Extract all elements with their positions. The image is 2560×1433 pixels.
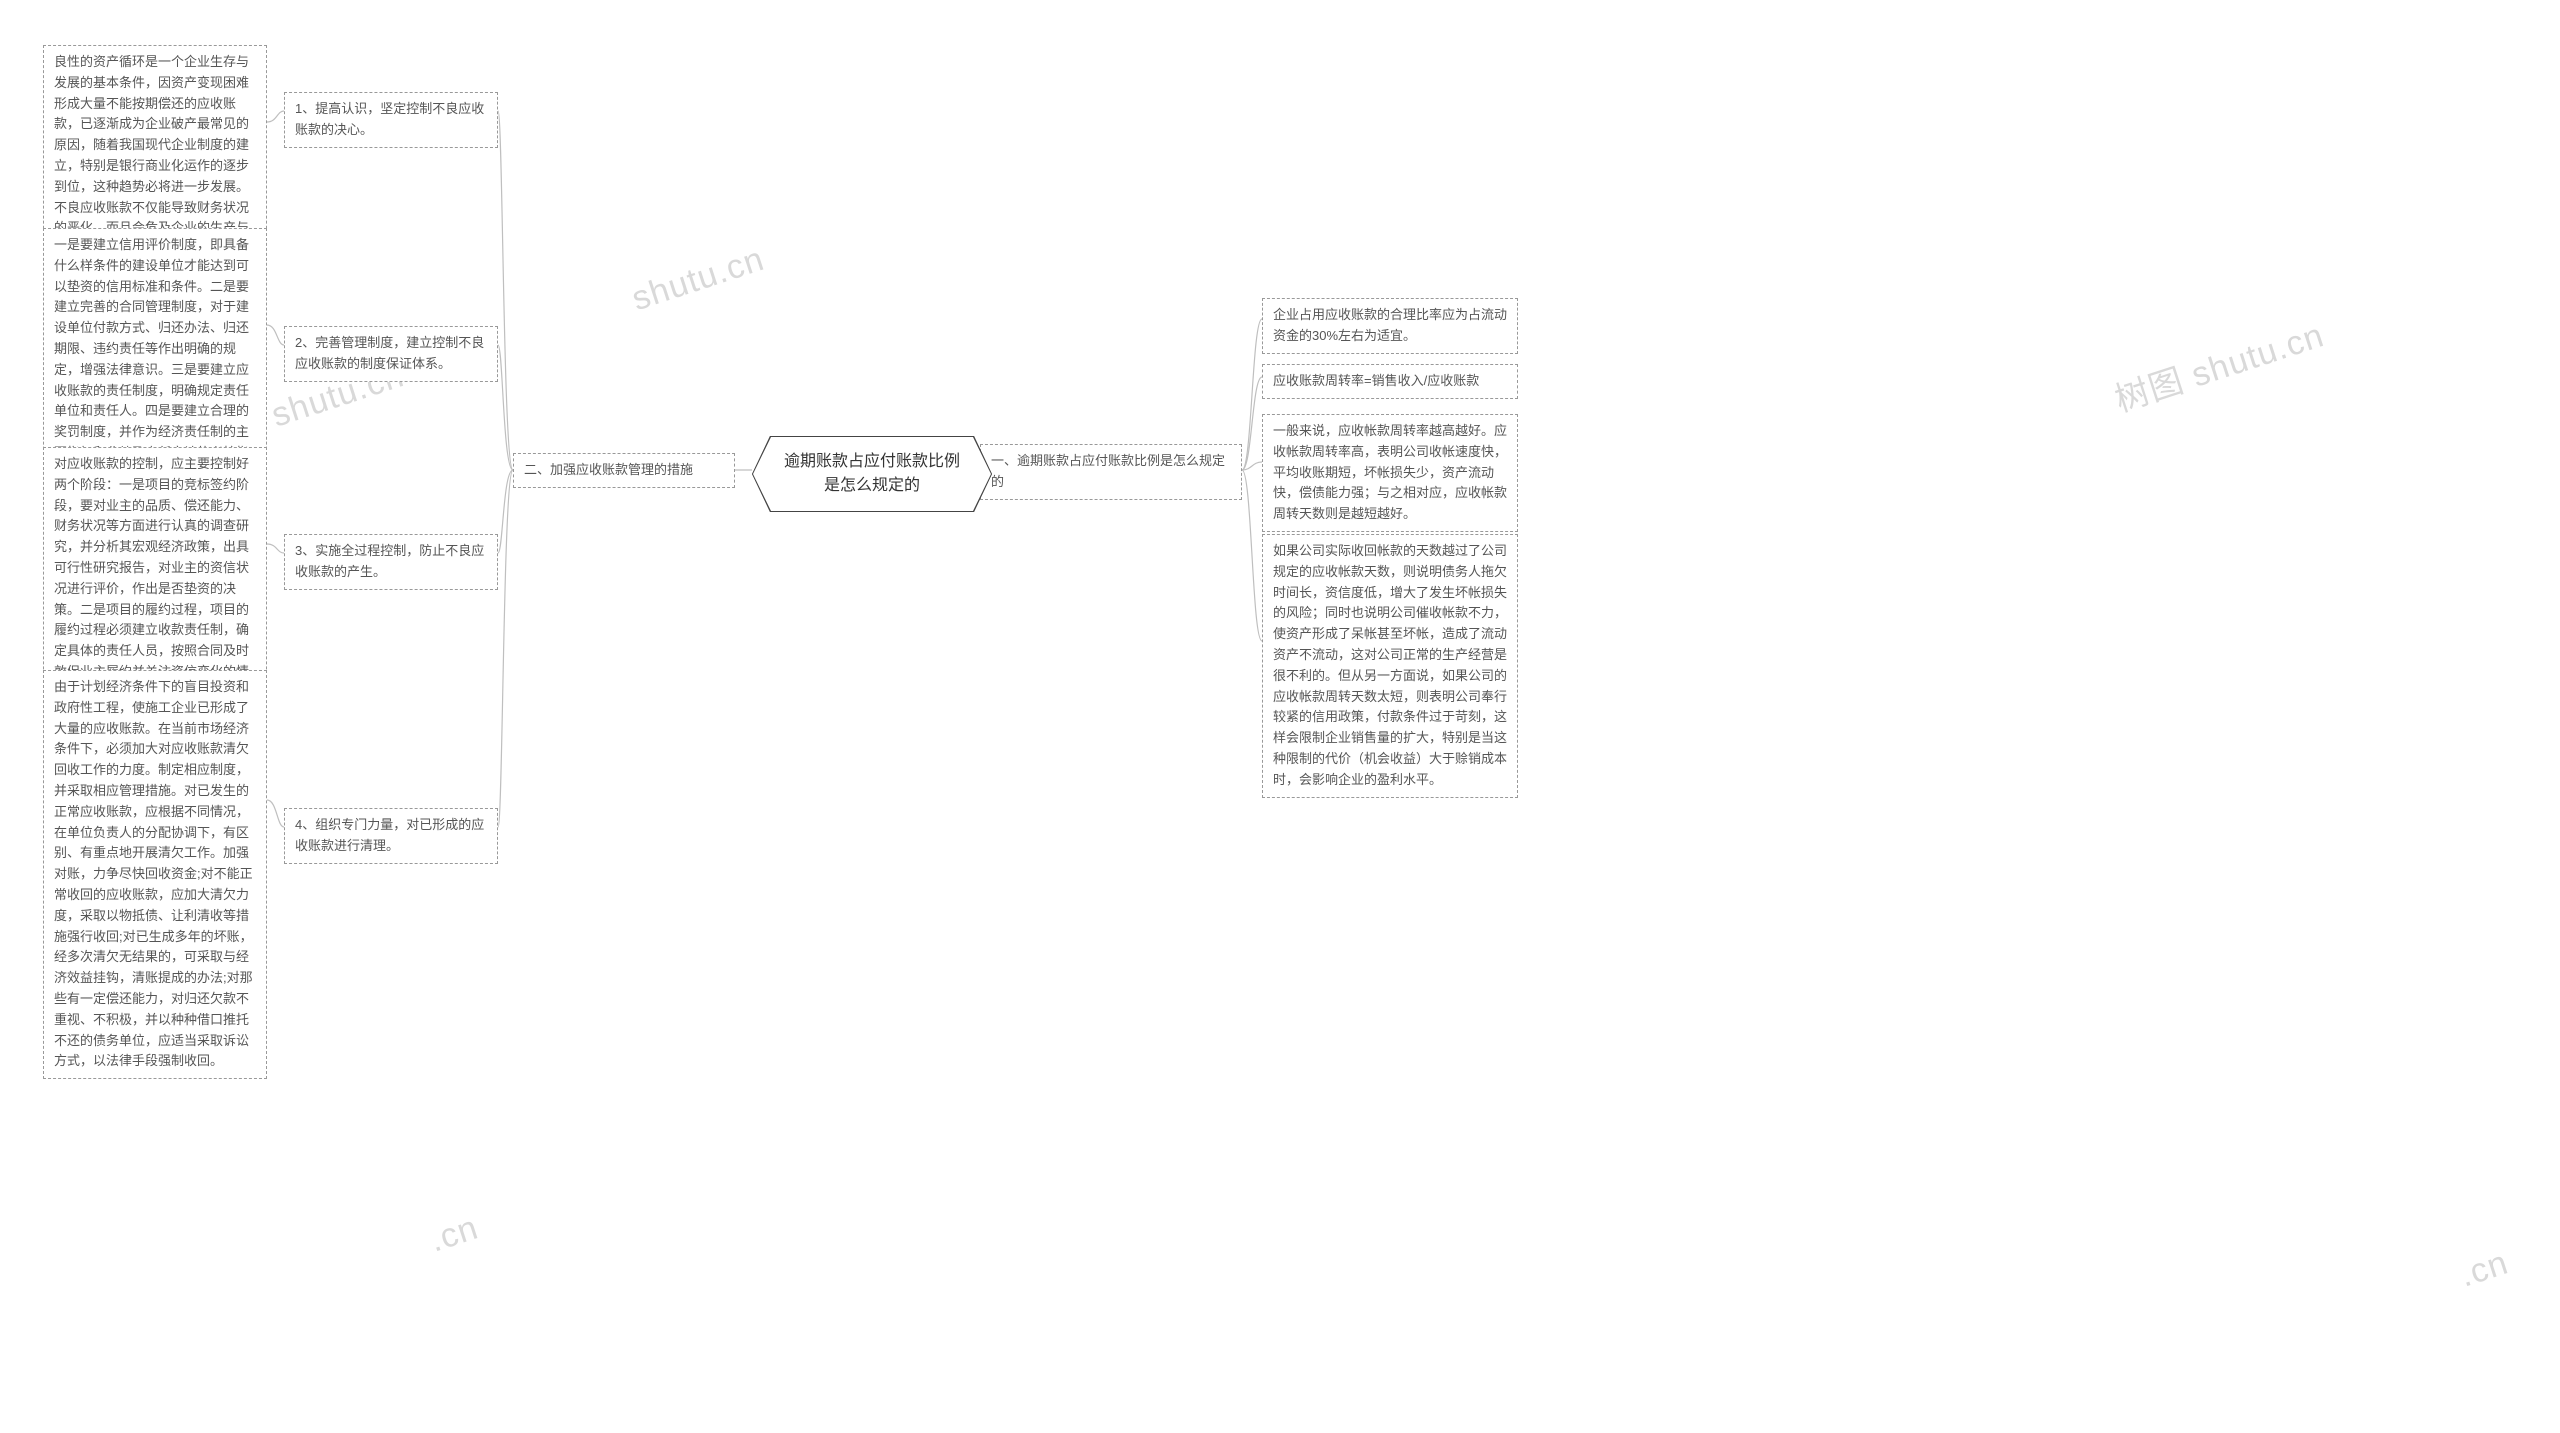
root-title-line1: 逾期账款占应付账款比例 — [784, 453, 960, 470]
right-item-4: 如果公司实际收回帐款的天数越过了公司规定的应收帐款天数，则说明债务人拖欠时间长，… — [1262, 534, 1518, 798]
left-item-label-3: 3、实施全过程控制，防止不良应收账款的产生。 — [284, 534, 498, 590]
watermark: 树图 shutu.cn — [2108, 308, 2330, 422]
right-item-3: 一般来说，应收帐款周转率越高越好。应收帐款周转率高，表明公司收帐速度快，平均收账… — [1262, 414, 1518, 532]
watermark: .cn — [2455, 1243, 2513, 1295]
right-item-text: 如果公司实际收回帐款的天数越过了公司规定的应收帐款天数，则说明债务人拖欠时间长，… — [1273, 543, 1507, 787]
watermark: shutu.cn — [627, 240, 769, 319]
right-item-text: 应收账款周转率=销售收入/应收账款 — [1273, 373, 1479, 388]
left-item-label-1: 1、提高认识，坚定控制不良应收账款的决心。 — [284, 92, 498, 148]
branch-right: 一、逾期账款占应付账款比例是怎么规定的 — [980, 444, 1242, 500]
right-item-text: 一般来说，应收帐款周转率越高越好。应收帐款周转率高，表明公司收帐速度快，平均收账… — [1273, 423, 1507, 521]
right-item-1: 企业占用应收账款的合理比率应为占流动资金的30%左右为适宜。 — [1262, 298, 1518, 354]
right-item-text: 企业占用应收账款的合理比率应为占流动资金的30%左右为适宜。 — [1273, 307, 1507, 343]
branch-right-label: 一、逾期账款占应付账款比例是怎么规定的 — [991, 453, 1225, 489]
left-item-label-4: 4、组织专门力量，对已形成的应收账款进行清理。 — [284, 808, 498, 864]
branch-left-label: 二、加强应收账款管理的措施 — [524, 462, 693, 477]
left-item-label-text: 3、实施全过程控制，防止不良应收账款的产生。 — [295, 543, 484, 579]
left-item-detail-text: 由于计划经济条件下的盲目投资和政府性工程，使施工企业已形成了大量的应收账款。在当… — [54, 679, 253, 1068]
root-node: 逾期账款占应付账款比例 是怎么规定的 — [752, 436, 992, 512]
left-item-label-text: 2、完善管理制度，建立控制不良应收账款的制度保证体系。 — [295, 335, 484, 371]
left-item-label-2: 2、完善管理制度，建立控制不良应收账款的制度保证体系。 — [284, 326, 498, 382]
branch-left: 二、加强应收账款管理的措施 — [513, 453, 735, 488]
root-title-line2: 是怎么规定的 — [824, 477, 920, 494]
left-item-label-text: 4、组织专门力量，对已形成的应收账款进行清理。 — [295, 817, 484, 853]
left-item-detail-4: 由于计划经济条件下的盲目投资和政府性工程，使施工企业已形成了大量的应收账款。在当… — [43, 670, 267, 1079]
watermark: .cn — [425, 1208, 483, 1260]
right-item-2: 应收账款周转率=销售收入/应收账款 — [1262, 364, 1518, 399]
left-item-label-text: 1、提高认识，坚定控制不良应收账款的决心。 — [295, 101, 484, 137]
